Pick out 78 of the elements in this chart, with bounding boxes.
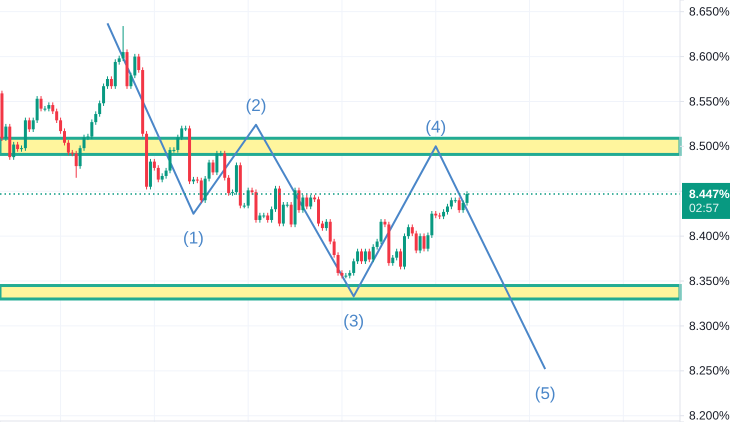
candlestick	[4, 123, 8, 142]
candlestick	[266, 212, 270, 224]
candlestick	[446, 203, 449, 216]
candlestick	[98, 100, 102, 118]
candlestick	[336, 252, 340, 276]
candlestick	[106, 76, 109, 90]
y-tick-label: 8.200%	[689, 408, 730, 422]
candlestick	[418, 232, 422, 254]
candlestick	[422, 232, 426, 252]
candlestick	[200, 177, 203, 204]
candlestick	[360, 248, 363, 264]
candlestick	[40, 96, 43, 112]
candlestick	[290, 202, 293, 228]
candlestick	[282, 202, 285, 227]
text: 02:57	[689, 200, 720, 215]
candlestick	[364, 248, 367, 264]
candlestick	[66, 140, 70, 156]
candlestick	[406, 224, 410, 240]
y-tick-label: 8.650%	[689, 4, 730, 19]
candlestick	[32, 117, 35, 132]
candlestick	[324, 218, 328, 232]
candlestick	[102, 83, 106, 106]
annotation: (3)	[343, 311, 364, 330]
candlestick	[356, 248, 360, 264]
candlestick	[297, 187, 300, 214]
line-series	[106, 22, 546, 370]
y-tick-label: 8.550%	[689, 94, 730, 108]
candlestick	[28, 117, 31, 132]
y-tick-label: 8.500%	[689, 139, 730, 154]
candlestick	[328, 218, 332, 245]
ref-line-label: 8.447%	[689, 186, 730, 201]
candlestick	[258, 212, 262, 224]
candlestick	[270, 206, 274, 224]
candlestick	[36, 96, 39, 124]
candlestick	[164, 167, 168, 180]
candlestick	[332, 238, 336, 258]
candlestick	[129, 72, 132, 90]
candlestick	[458, 197, 461, 214]
candlestick	[320, 220, 324, 232]
candlestick	[430, 210, 434, 238]
annotation: (5)	[534, 384, 556, 404]
candlestick	[450, 197, 453, 210]
candlestick	[12, 141, 16, 160]
candlestick	[442, 208, 446, 220]
y-tick-label: 8.400%	[689, 228, 730, 243]
candlestick	[215, 150, 218, 176]
candlestick	[62, 128, 66, 146]
candlestick	[122, 26, 125, 62]
candlestick	[156, 164, 160, 183]
candlestick	[110, 76, 113, 90]
candlestick	[59, 117, 62, 134]
candlestick	[78, 144, 82, 170]
candlestick	[137, 53, 140, 74]
candlestick	[426, 232, 430, 252]
y-tick-label: 8.350%	[689, 274, 730, 288]
candlestick	[399, 248, 402, 270]
candlestick	[82, 134, 86, 152]
candlestick	[227, 174, 230, 196]
candlestick	[16, 141, 20, 152]
candlestick	[352, 258, 356, 276]
candlestick	[305, 194, 308, 210]
candlestick	[208, 159, 211, 182]
candlestick	[380, 218, 383, 245]
candlestick	[152, 158, 156, 172]
candlestick	[133, 53, 136, 79]
candlestick	[168, 146, 172, 174]
y-tick-label: 8.300%	[689, 318, 730, 333]
candlestick	[372, 244, 375, 263]
candlestick	[211, 159, 214, 176]
candlestick	[462, 200, 465, 214]
y-tick-label: 8.250%	[689, 364, 730, 378]
annotation: (4)	[425, 117, 446, 136]
y-tick-label: 8.600%	[689, 49, 730, 64]
annotation: (2)	[246, 96, 266, 115]
candlestick	[368, 248, 371, 263]
annotation: (1)	[183, 228, 204, 248]
candlestick	[376, 238, 379, 250]
candlestick	[74, 150, 78, 178]
